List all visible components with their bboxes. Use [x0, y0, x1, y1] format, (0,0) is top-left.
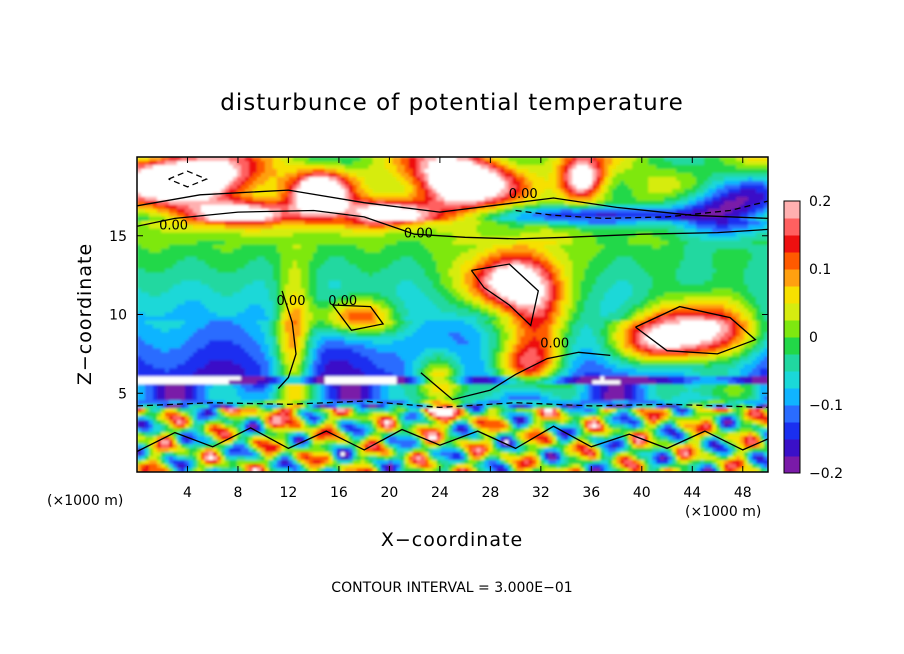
contour-label: 0.00	[159, 218, 188, 233]
contour-line	[515, 200, 768, 220]
x-unit-right: (×1000 m)	[685, 504, 761, 520]
contour-line	[137, 209, 768, 240]
colorbar-tick-label: −0.1	[809, 398, 843, 414]
contour-label: 0.00	[404, 226, 433, 241]
colorbar-swatch	[784, 201, 800, 219]
x-tick-label: 28	[481, 485, 499, 501]
colorbar-swatch	[784, 456, 800, 474]
colorbar-ticks: 0.2 0.1 0 −0.1 −0.2	[809, 194, 843, 482]
contour-labels: 0.00 0.00 0.00 0.00 0.00 0.00	[159, 187, 569, 352]
contour-line	[168, 170, 209, 188]
colorbar-swatch	[784, 235, 800, 253]
contour-line	[332, 304, 385, 332]
x-axis-ticks: 4 8 12 16 20 24 28 32 36 40 44 48	[183, 157, 752, 501]
contour-label: 0.00	[277, 294, 306, 309]
contour-line	[635, 305, 757, 355]
colorbar-swatch	[784, 286, 800, 304]
temperature-field	[137, 157, 768, 472]
chart-title: disturbunce of potential temperature	[220, 90, 684, 116]
y-axis-ticks: 5 10 15	[109, 229, 768, 402]
colorbar-swatch	[784, 388, 800, 406]
colorbar-tick-label: 0	[809, 330, 818, 346]
x-tick-label: 12	[280, 485, 298, 501]
y-tick-label: 5	[118, 386, 127, 402]
contour-label: 0.00	[540, 337, 569, 352]
y-tick-label: 15	[109, 229, 127, 245]
colorbar-swatch	[784, 439, 800, 457]
colorbar-tick-label: −0.2	[809, 466, 843, 482]
x-tick-label: 40	[633, 485, 651, 501]
colorbar-swatch	[784, 354, 800, 372]
colorbar-swatch	[784, 320, 800, 338]
contour-line	[470, 263, 540, 327]
x-tick-label: 48	[734, 485, 752, 501]
colorbar-swatch	[784, 405, 800, 423]
colorbar-swatch	[784, 252, 800, 270]
colorbar-tick-label: 0.2	[809, 194, 831, 210]
x-axis-label: X−coordinate	[381, 529, 523, 551]
x-tick-label: 24	[431, 485, 449, 501]
contour-line	[277, 290, 297, 389]
colorbar-tick-label: 0.1	[809, 262, 831, 278]
contour-label: 0.00	[509, 187, 538, 202]
colorbar-swatch	[784, 337, 800, 355]
colorbar-swatch	[784, 422, 800, 440]
colorbar-swatch	[784, 269, 800, 287]
contour-line	[137, 425, 768, 453]
contour-line	[137, 189, 768, 220]
contour-line	[137, 400, 768, 409]
y-axis-label: Z−coordinate	[74, 243, 96, 385]
colorbar-frame	[783, 200, 801, 474]
y-tick-label: 10	[109, 308, 127, 324]
x-tick-label: 36	[582, 485, 600, 501]
colorbar-swatch	[784, 371, 800, 389]
x-unit-left: (×1000 m)	[47, 493, 123, 509]
x-tick-label: 44	[683, 485, 701, 501]
x-tick-label: 32	[532, 485, 550, 501]
colorbar	[783, 200, 801, 474]
plot-area: 0.000.000.000.000.000.00 4 8 12 16 20 24 28 32 3…	[109, 156, 769, 501]
contour-interval-note: CONTOUR INTERVAL = 3.000E−01	[331, 580, 572, 596]
x-tick-label: 8	[233, 485, 242, 501]
colorbar-swatch	[784, 303, 800, 321]
x-tick-label: 4	[183, 485, 192, 501]
x-tick-label: 16	[330, 485, 348, 501]
contour-line	[420, 351, 611, 401]
contour-lines	[137, 170, 768, 453]
contour-label: 0.00	[328, 294, 357, 309]
colorbar-swatch	[784, 218, 800, 236]
x-tick-label: 20	[380, 485, 398, 501]
